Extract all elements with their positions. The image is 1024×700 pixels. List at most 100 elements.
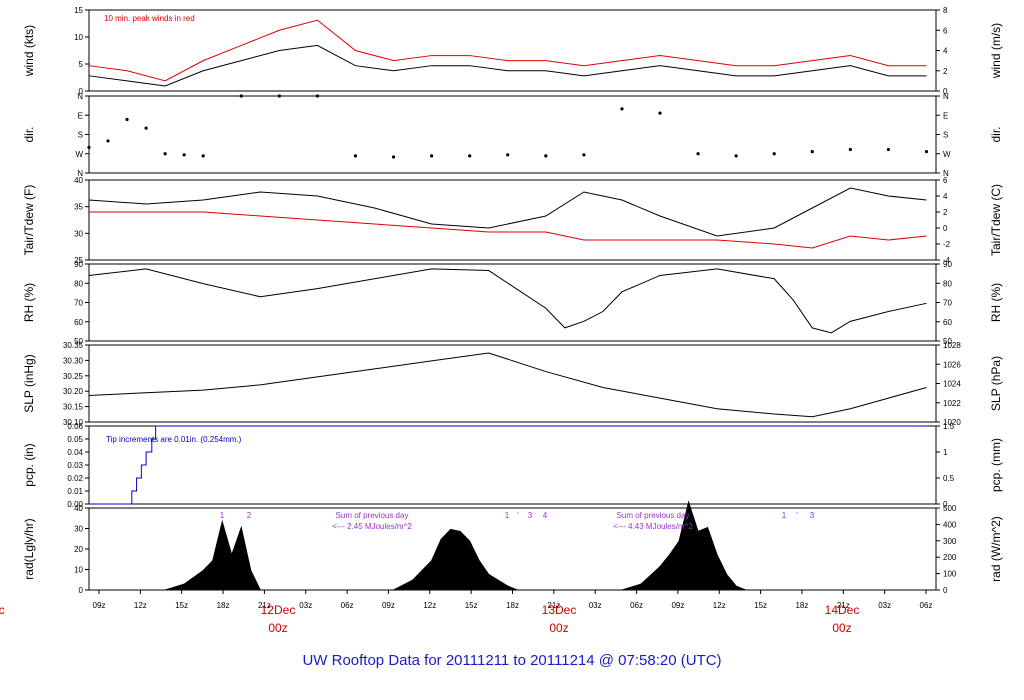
y-tick-label-right: 1020 (943, 418, 961, 427)
y-axis-label-right: RH (%) (989, 283, 1003, 322)
dir-point (620, 107, 624, 111)
x-tick-label: 18z (506, 601, 519, 610)
y-tick-label-right: 70 (943, 299, 952, 308)
y-tick-label-left: 0.00 (67, 500, 83, 509)
chart-annotation-pcp: Tip increments are 0.01in. (0.254mm.) (106, 435, 242, 444)
x-tick-label: 03z (878, 601, 891, 610)
y-tick-label-right: 0 (943, 500, 948, 509)
day-label-hour: 00z (832, 621, 851, 635)
dir-point (353, 154, 358, 158)
y-tick-label-left: S (78, 131, 83, 140)
y-tick-label-left: 30.25 (63, 372, 84, 381)
y-tick-label-right: N (943, 92, 949, 101)
y-tick-label-right: N (943, 169, 949, 178)
panel-frame-temp (88, 179, 937, 261)
y-tick-label-left: N (77, 92, 83, 101)
y-axis-label-left: SLP (inHg) (22, 354, 36, 412)
y-tick-label-left: 0 (79, 87, 84, 96)
dir-point (144, 126, 148, 130)
dir-point (886, 147, 891, 152)
x-tick-label: 12z (134, 601, 147, 610)
series-SLP (88, 352, 927, 418)
chart-annotation-wind: 10 min. peak winds in red (104, 14, 195, 23)
dir-point (810, 150, 814, 154)
series-rad (164, 500, 746, 591)
x-tick-label: 18z (795, 601, 808, 610)
rad-peak-marker: 3 (528, 511, 533, 520)
panel-frame-rh (88, 263, 937, 342)
dir-point (430, 154, 434, 158)
dir-point (106, 139, 110, 143)
x-tick-label: 12z (713, 601, 726, 610)
y-tick-label-right: 6 (943, 26, 948, 35)
y-tick-label-right: 0 (943, 87, 948, 96)
x-tick-label: 15z (465, 601, 478, 610)
day-label-date: 12Dec (261, 603, 296, 617)
y-tick-label-left: 0 (79, 586, 84, 595)
y-tick-label-left: 10 (74, 33, 83, 42)
y-tick-label-left: 90 (74, 260, 83, 269)
x-tick-label: 09z (382, 601, 395, 610)
x-tick-label: 06z (341, 601, 354, 610)
dir-point (506, 153, 510, 157)
y-tick-label-right: 2 (943, 67, 948, 76)
y-tick-label-left: E (78, 111, 83, 120)
series-Tdew (89, 211, 927, 249)
dir-point (924, 150, 929, 154)
y-tick-label-right: 80 (943, 279, 952, 288)
y-axis-label-left: pcp. (in) (22, 443, 36, 486)
dir-point (582, 153, 586, 157)
rad-peak-marker: ' (796, 511, 798, 520)
y-tick-label-left: 0.05 (67, 435, 83, 444)
y-tick-label-left: W (75, 150, 83, 159)
y-tick-label-right: 0.5 (943, 474, 955, 483)
y-tick-label-left: 0.06 (67, 422, 83, 431)
y-tick-label-left: N (77, 169, 83, 178)
rad-peak-marker: 3 (810, 511, 815, 520)
y-tick-label-right: 6 (943, 176, 948, 185)
dir-point (391, 155, 396, 159)
x-tick-label: 15z (754, 601, 767, 610)
y-axis-label-right: wind (m/s) (989, 23, 1003, 79)
dir-point (182, 153, 186, 157)
y-axis-label-right: pcp. (mm) (989, 438, 1003, 492)
dir-point (239, 94, 243, 98)
y-tick-label-left: 0.04 (67, 448, 83, 457)
y-tick-label-left: 70 (74, 299, 83, 308)
y-tick-label-right: 1 (943, 448, 948, 457)
x-tick-label: 21z (837, 601, 850, 610)
x-tick-label: 18z (217, 601, 230, 610)
dir-point (163, 152, 167, 156)
series-10 min. peak winds (88, 19, 927, 82)
dir-point (544, 154, 548, 158)
y-axis-label-right: Tair/Tdew (C) (989, 184, 1003, 256)
rad-peak-marker: 2 (247, 511, 252, 520)
x-tick-label: 03z (299, 601, 312, 610)
y-axis-label-right: rad (W/m^2) (989, 516, 1003, 582)
x-tick-label: 03z (589, 601, 602, 610)
dir-point (277, 94, 281, 98)
y-tick-label-left: 35 (74, 203, 83, 212)
y-axis-label-left: dir. (22, 126, 36, 142)
y-tick-label-left: 30 (74, 229, 83, 238)
y-tick-label-left: 0.03 (67, 461, 83, 470)
panel-frame-wind (88, 9, 937, 92)
y-tick-label-left: 40 (74, 176, 83, 185)
dir-point (658, 111, 662, 115)
y-tick-label-right: 100 (943, 570, 957, 579)
y-tick-label-left: 30.35 (63, 341, 84, 350)
dir-point (468, 154, 472, 158)
y-axis-label-left: Tair/Tdew (F) (22, 185, 36, 256)
dir-point (734, 154, 738, 158)
page-title: UW Rooftop Data for 20111211 to 20111214… (302, 652, 722, 669)
day-label-hour: 00z (268, 621, 287, 635)
y-tick-label-right: 90 (943, 260, 952, 269)
dir-point (848, 147, 852, 152)
day-label-hour: 00z (549, 621, 568, 635)
day-label-date: 14Dec (825, 603, 860, 617)
y-tick-label-right: 2 (943, 208, 948, 217)
rad-annotation: Sum of previous day (336, 511, 409, 520)
dir-point (696, 152, 700, 156)
y-tick-label-right: 400 (943, 520, 957, 529)
y-tick-label-right: 1.5 (943, 422, 955, 431)
